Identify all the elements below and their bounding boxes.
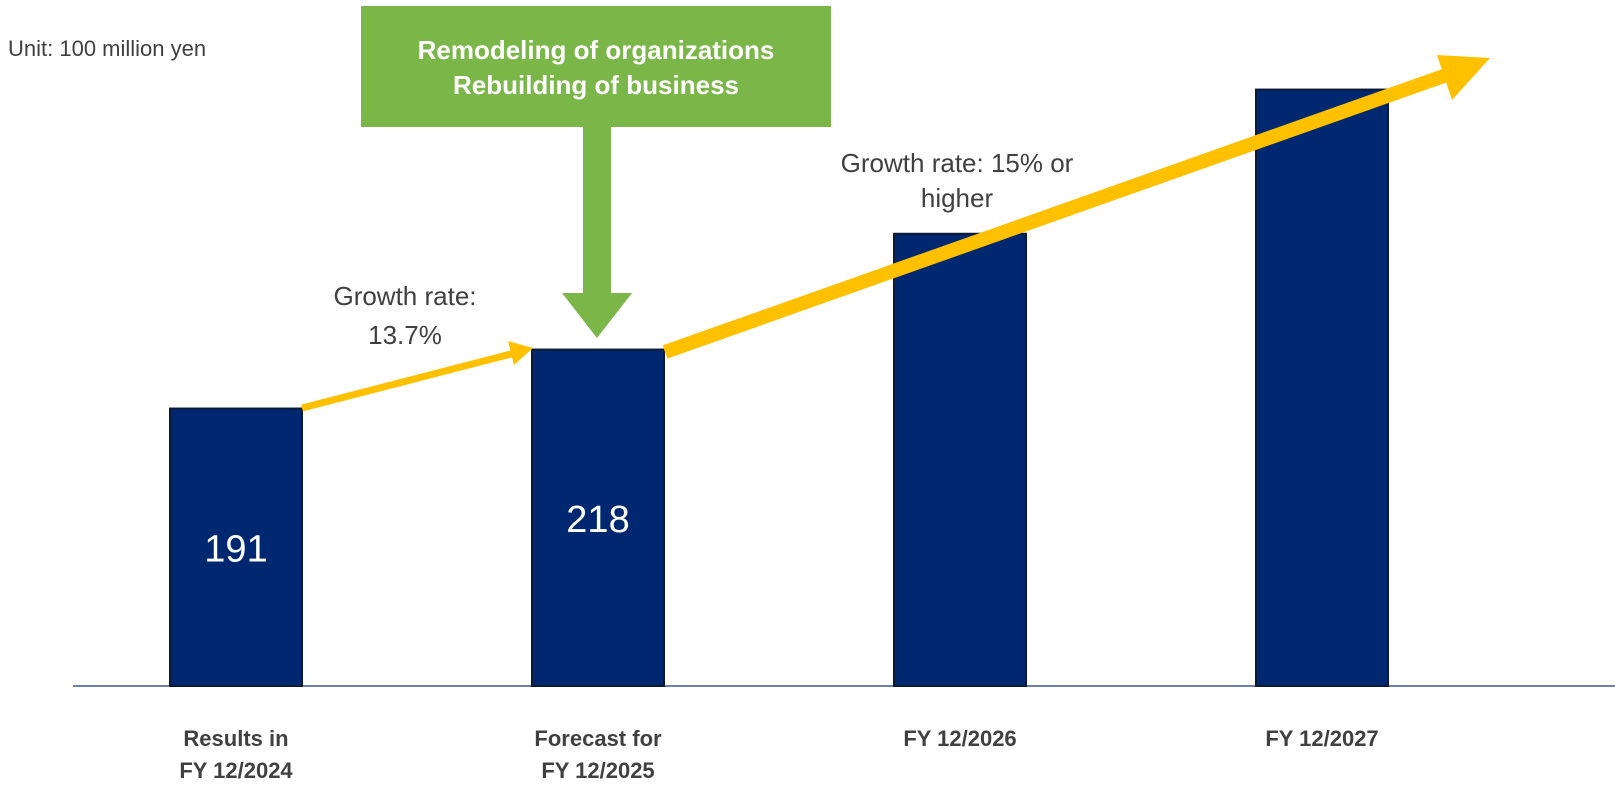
x-tick-label: Forecast for [534,726,662,751]
annotation: higher [921,183,994,213]
x-tick-label: FY 12/2026 [903,726,1016,751]
x-tick-label: FY 12/2024 [179,758,293,783]
bar [169,407,303,687]
callout-arrow-head [562,293,632,338]
unit-label: Unit: 100 million yen [8,36,206,61]
big-growth-arrow [662,65,1458,359]
bar [893,232,1027,687]
annotation: Growth rate: 15% or [841,148,1074,178]
callout-line: Rebuilding of business [453,70,739,100]
value-label: 191 [204,528,267,570]
bars [169,88,1389,688]
value-label: 218 [566,499,629,541]
small-growth-arrow-head [508,341,533,365]
x-tick-label: FY 12/2025 [541,758,654,783]
small-growth-arrow [301,349,516,412]
bar [531,348,665,687]
annotation: 13.7% [368,320,442,350]
callout-line: Remodeling of organizations [418,35,775,65]
big-growth-arrow-head [1437,55,1490,100]
annotation: Growth rate: [333,281,476,311]
x-tick-label: Results in [183,726,288,751]
callout-arrow [583,127,611,295]
callout-box [361,6,831,127]
bar [1255,88,1389,688]
x-tick-label: FY 12/2027 [1265,726,1378,751]
